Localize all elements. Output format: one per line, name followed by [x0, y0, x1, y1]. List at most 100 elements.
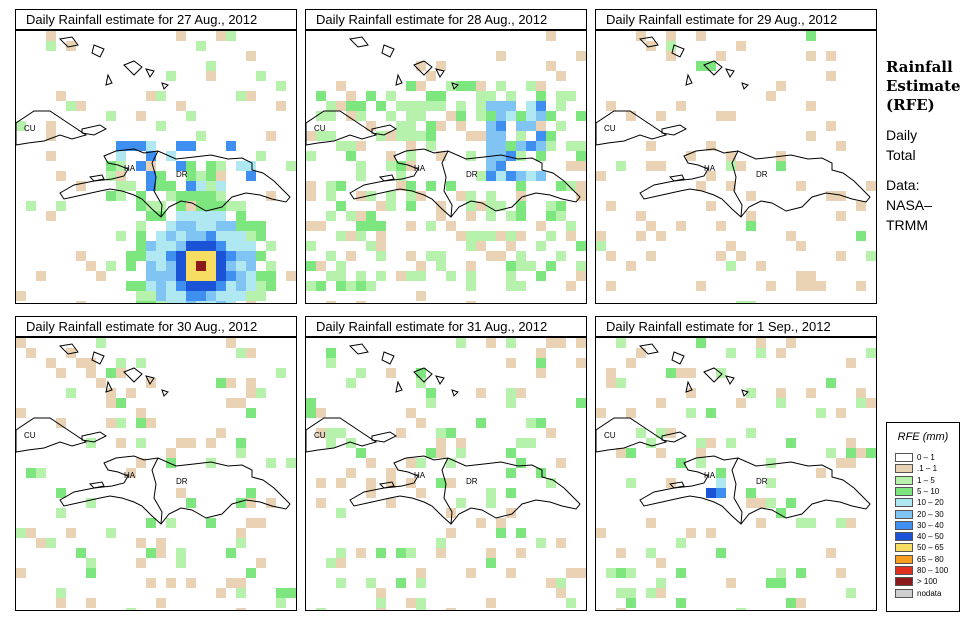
rainfall-cell	[166, 251, 176, 261]
rainfall-cell	[246, 388, 256, 398]
rainfall-cell	[126, 468, 136, 478]
rainfall-cell	[536, 131, 546, 141]
rainfall-cell	[376, 548, 386, 558]
rainfall-cell	[86, 598, 96, 608]
rainfall-cell	[186, 498, 196, 508]
rainfall-cell	[176, 488, 186, 498]
rainfall-cell	[546, 111, 556, 121]
rainfall-cell	[236, 91, 246, 101]
rainfall-cell	[806, 101, 816, 111]
legend-label: 30 – 40	[917, 520, 944, 530]
rainfall-cell	[486, 171, 496, 181]
rainfall-cell	[256, 518, 266, 528]
rainfall-cell	[416, 578, 426, 588]
rainfall-cell	[356, 161, 366, 171]
rainfall-cell	[776, 568, 786, 578]
rainfall-cell	[146, 261, 156, 271]
rainfall-cell	[186, 271, 196, 281]
legend-swatch	[895, 453, 913, 462]
rainfall-cell	[316, 261, 326, 271]
rainfall-cell	[176, 161, 186, 171]
cuba-label: CU	[604, 124, 616, 133]
country-border	[441, 457, 453, 525]
rainfall-cell	[836, 568, 846, 578]
rainfall-cell	[396, 171, 406, 181]
rainfall-cell	[246, 251, 256, 261]
rainfall-cell	[476, 241, 486, 251]
rainfall-cell	[226, 338, 236, 348]
rainfall-cell	[476, 81, 486, 91]
rainfall-cell	[196, 211, 206, 221]
rainfall-cell	[136, 191, 146, 201]
side-description: Rainfall Estimate (RFE) Daily Total Data…	[886, 58, 971, 235]
island-outline	[639, 148, 871, 218]
rainfall-cell	[766, 458, 776, 468]
rainfall-cell	[636, 231, 646, 241]
rainfall-cell	[446, 478, 456, 488]
rainfall-cell	[626, 261, 636, 271]
rainfall-cell	[266, 271, 276, 281]
rainfall-cell	[186, 578, 196, 588]
island-outline	[378, 174, 395, 182]
rainfall-cell	[86, 568, 96, 578]
rainfall-cell	[86, 261, 96, 271]
rainfall-cell	[786, 438, 796, 448]
rainfall-cell	[476, 101, 486, 111]
rainfall-cell	[216, 378, 226, 388]
rainfall-cell	[446, 608, 456, 610]
rainfall-cell	[206, 161, 216, 171]
rainfall-cell	[576, 51, 586, 61]
rainfall-cell	[466, 201, 476, 211]
rainfall-cell	[596, 528, 606, 538]
rainfall-cell	[456, 121, 466, 131]
rainfall-cell	[416, 191, 426, 201]
rainfall-cell	[186, 261, 196, 271]
rainfall-cell	[436, 201, 446, 211]
rainfall-cell	[506, 448, 516, 458]
island-outline	[349, 148, 581, 218]
rainfall-cell	[426, 398, 436, 408]
rainfall-cell	[246, 378, 256, 388]
rainfall-cell	[566, 181, 576, 191]
rainfall-cell	[516, 281, 526, 291]
rainfall-cell	[366, 488, 376, 498]
rainfall-cell	[416, 598, 426, 608]
rainfall-cell	[216, 31, 226, 41]
panel-title: Daily Rainfall estimate for 27 Aug., 201…	[15, 9, 297, 30]
rainfall-cell	[106, 368, 116, 378]
rainfall-cell	[186, 231, 196, 241]
rainfall-cell	[356, 301, 366, 303]
rainfall-cell	[866, 181, 876, 191]
rainfall-cell	[166, 221, 176, 231]
rainfall-cell	[346, 111, 356, 121]
legend-swatch	[895, 498, 913, 508]
rainfall-cell	[596, 171, 606, 181]
rainfall-cell	[406, 548, 416, 558]
rainfall-cell	[606, 378, 616, 388]
rainfall-cell	[226, 301, 236, 303]
rainfall-cell	[306, 241, 316, 251]
rainfall-cell	[786, 231, 796, 241]
rainfall-cell	[236, 261, 246, 271]
rainfall-cell	[656, 111, 666, 121]
legend-swatch	[895, 486, 913, 496]
rainfall-cell	[406, 271, 416, 281]
rainfall-cell	[206, 281, 216, 291]
rainfall-cell	[396, 161, 406, 171]
rainfall-cell	[796, 241, 806, 251]
rainfall-cell	[576, 568, 586, 578]
island-outline	[88, 481, 105, 489]
rainfall-cell	[766, 498, 776, 508]
rainfall-cell	[446, 428, 456, 438]
rainfall-cell	[386, 191, 396, 201]
rainfall-cell	[526, 101, 536, 111]
rainfall-cell	[246, 348, 256, 358]
rainfall-cell	[146, 301, 156, 303]
rainfall-cell	[206, 181, 216, 191]
rainfall-cell	[666, 368, 676, 378]
rainfall-cell	[826, 191, 836, 201]
rainfall-cell	[406, 151, 416, 161]
rainfall-cell	[46, 31, 56, 41]
rainfall-cell	[406, 201, 416, 211]
rainfall-cell	[196, 201, 206, 211]
